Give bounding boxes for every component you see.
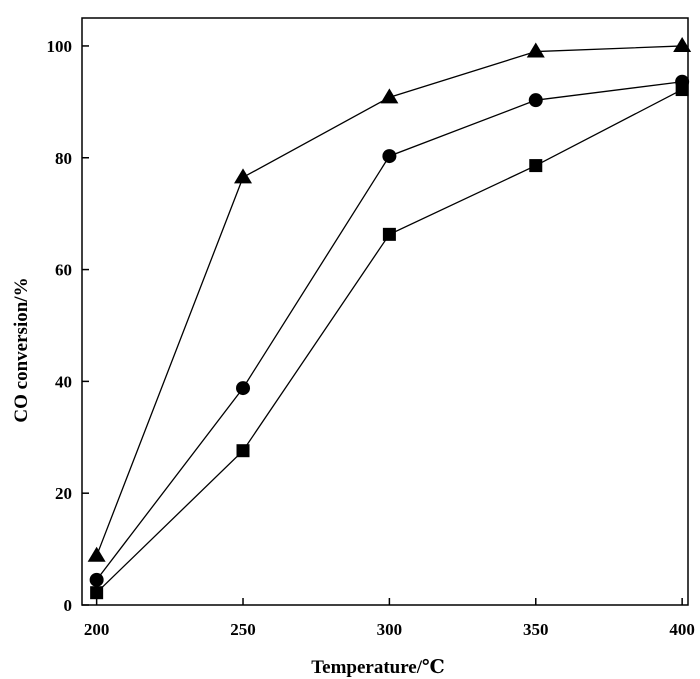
y-tick-label: 20 [55, 484, 72, 503]
series-line-triangle [96, 45, 683, 557]
y-tick-label: 40 [55, 372, 72, 391]
series-triangle [87, 36, 692, 562]
x-tick-label: 250 [230, 620, 256, 639]
y-tick-label: 100 [47, 37, 73, 56]
x-tick-label: 400 [669, 620, 695, 639]
data-point-square [675, 83, 689, 97]
series-square [90, 83, 689, 600]
data-point-square [382, 227, 396, 241]
x-tick-label: 300 [377, 620, 403, 639]
data-point-circle [382, 149, 397, 164]
data-point-square [529, 159, 543, 173]
data-point-triangle [87, 546, 106, 562]
y-tick-label: 60 [55, 261, 72, 280]
y-tick-label: 0 [64, 596, 73, 615]
x-axis-title: Temperature/℃ [311, 657, 445, 678]
data-point-triangle [526, 42, 545, 58]
data-point-square [90, 586, 104, 600]
x-tick-label: 350 [523, 620, 549, 639]
data-point-circle [89, 572, 104, 587]
y-tick-label: 80 [55, 149, 72, 168]
data-point-triangle [380, 88, 399, 104]
y-axis-title: CO conversion/% [11, 277, 32, 422]
axis-ticks: 200 250 300 350 400 0 20 40 60 80 100 [47, 37, 695, 639]
series-layer [87, 36, 692, 600]
data-point-circle [236, 381, 251, 396]
data-point-circle [528, 93, 543, 108]
plot-frame [81, 17, 689, 606]
data-point-square [236, 444, 250, 458]
series-line-square [96, 88, 683, 594]
x-tick-label: 200 [84, 620, 110, 639]
data-point-triangle [234, 168, 253, 184]
series-circle [89, 74, 690, 587]
data-point-triangle [673, 36, 692, 52]
